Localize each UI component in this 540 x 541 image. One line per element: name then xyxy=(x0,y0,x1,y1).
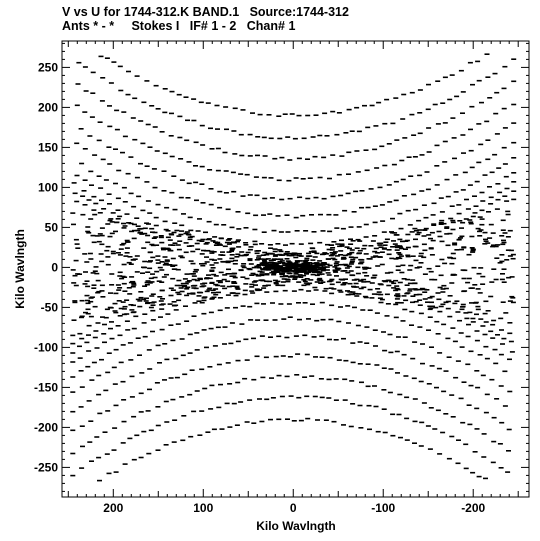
x-axis-label: Kilo Wavlngth xyxy=(256,519,336,533)
y-tick-label: -100 xyxy=(34,340,58,354)
y-tick-label: 200 xyxy=(38,100,58,114)
y-tick-label: -200 xyxy=(34,420,58,434)
y-tick-label: 150 xyxy=(38,140,58,154)
chart-title: V vs U for 1744-312.K BAND.1 Source:1744… xyxy=(62,5,349,19)
x-tick-label: 200 xyxy=(103,501,123,515)
y-tick-label: -150 xyxy=(34,380,58,394)
plot-frame xyxy=(61,40,530,498)
x-tick-label: -100 xyxy=(371,501,395,515)
y-tick-label: 250 xyxy=(38,60,58,74)
axis-ticks xyxy=(62,41,529,497)
chart-subtitle: Ants * - * Stokes I IF# 1 - 2 Chan# 1 xyxy=(62,19,296,33)
x-tick-label: -200 xyxy=(461,501,485,515)
y-tick-label: 100 xyxy=(38,180,58,194)
data-points xyxy=(70,53,517,482)
tick-labels: 200 100 0 -100 -200 250 200 150 100 50 0 -50 -100 -15… xyxy=(34,60,486,515)
y-tick-label: -50 xyxy=(41,300,59,314)
x-tick-label: 0 xyxy=(290,501,297,515)
y-tick-label: -250 xyxy=(34,460,58,474)
y-tick-label: 0 xyxy=(51,260,58,274)
x-tick-label: 100 xyxy=(193,501,213,515)
y-axis-label: Kilo Wavlngth xyxy=(13,229,27,309)
y-tick-label: 50 xyxy=(45,220,59,234)
